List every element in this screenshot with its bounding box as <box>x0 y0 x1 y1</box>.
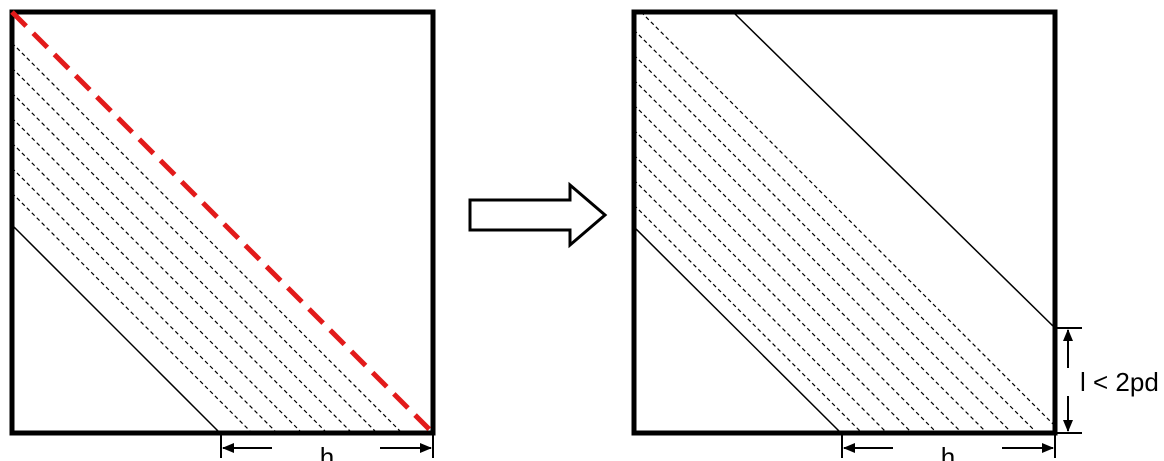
left-dashed-line <box>11 67 378 434</box>
right-dashed-line <box>633 104 963 434</box>
right-dashed-line <box>640 11 1056 427</box>
left-solid-boundary-line <box>11 224 221 434</box>
right-square <box>631 9 1058 436</box>
right-l-label: l < 2pd <box>1080 367 1159 397</box>
right-dashed-line <box>633 154 913 434</box>
right-dashed-line <box>633 129 938 434</box>
right-panel: h l < 2pd <box>631 9 1159 461</box>
left-dashed-line <box>11 117 328 434</box>
right-solid-lower-boundary-line <box>633 226 842 434</box>
right-h-label: h <box>941 442 955 461</box>
left-h-dimension <box>220 433 434 458</box>
right-solid-upper-boundary-line <box>732 11 1056 329</box>
left-dashed-line <box>11 167 278 434</box>
left-dashed-line <box>11 92 353 434</box>
right-l-dimension <box>1055 327 1082 434</box>
transform-arrow-icon <box>468 181 608 249</box>
right-dashed-line <box>633 54 1013 434</box>
right-dashed-line <box>633 204 863 434</box>
left-square <box>9 9 436 436</box>
right-h-dimension <box>841 433 1056 458</box>
right-dashed-line <box>633 79 988 434</box>
right-dashed-line <box>633 179 888 434</box>
left-h-label: h <box>320 442 334 461</box>
red-dashed-diagonal <box>10 10 435 435</box>
left-dashed-line <box>11 42 403 434</box>
left-dashed-line <box>11 142 303 434</box>
left-panel: h <box>9 9 436 461</box>
right-dashed-band <box>633 11 1056 434</box>
left-dashed-band <box>11 42 403 434</box>
left-dashed-line <box>11 192 253 434</box>
right-dashed-line <box>633 29 1038 434</box>
